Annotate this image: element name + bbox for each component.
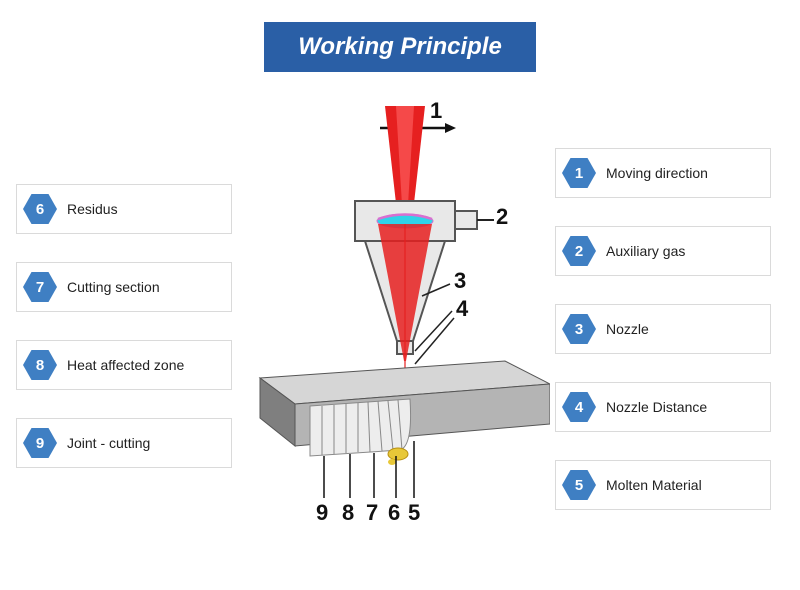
hex-num: 6	[36, 201, 44, 218]
hex-num: 7	[36, 279, 44, 296]
legend-label: Molten Material	[606, 477, 702, 493]
hex-num: 3	[575, 321, 583, 338]
legend-label: Joint - cutting	[67, 435, 150, 451]
hex-num: 1	[575, 165, 583, 182]
legend-label: Nozzle	[606, 321, 649, 337]
hex-badge-9: 9	[23, 428, 57, 458]
num-3: 3	[454, 268, 466, 294]
legend-label: Heat affected zone	[67, 357, 184, 373]
num-6: 6	[388, 500, 400, 526]
hex-num: 8	[36, 357, 44, 374]
legend-item-8: 8 Heat affected zone	[16, 340, 232, 390]
title-banner: Working Principle	[264, 22, 536, 72]
hex-num: 2	[575, 243, 583, 260]
hex-num: 9	[36, 435, 44, 452]
diagram-area: 1 2 3 4 5 6 7 8 9	[250, 106, 550, 536]
num-5: 5	[408, 500, 420, 526]
num-2: 2	[496, 204, 508, 230]
hex-badge-5: 5	[562, 470, 596, 500]
hex-badge-3: 3	[562, 314, 596, 344]
hex-badge-8: 8	[23, 350, 57, 380]
hex-num: 5	[575, 477, 583, 494]
hex-badge-7: 7	[23, 272, 57, 302]
legend-left: 6 Residus 7 Cutting section 8 Heat affec…	[16, 184, 232, 468]
hex-badge-6: 6	[23, 194, 57, 224]
legend-label: Residus	[67, 201, 118, 217]
num-7: 7	[366, 500, 378, 526]
legend-label: Auxiliary gas	[606, 243, 685, 259]
hex-badge-2: 2	[562, 236, 596, 266]
legend-label: Cutting section	[67, 279, 160, 295]
legend-item-7: 7 Cutting section	[16, 262, 232, 312]
laser-cutting-diagram	[250, 106, 550, 536]
legend-right: 1 Moving direction 2 Auxiliary gas 3 Noz…	[555, 148, 771, 510]
hex-badge-4: 4	[562, 392, 596, 422]
legend-item-1: 1 Moving direction	[555, 148, 771, 198]
legend-item-9: 9 Joint - cutting	[16, 418, 232, 468]
num-8: 8	[342, 500, 354, 526]
num-1: 1	[430, 98, 442, 124]
legend-label: Moving direction	[606, 165, 708, 181]
legend-item-4: 4 Nozzle Distance	[555, 382, 771, 432]
legend-item-5: 5 Molten Material	[555, 460, 771, 510]
num-9: 9	[316, 500, 328, 526]
legend-item-2: 2 Auxiliary gas	[555, 226, 771, 276]
num-4: 4	[456, 296, 468, 322]
hex-badge-1: 1	[562, 158, 596, 188]
legend-item-6: 6 Residus	[16, 184, 232, 234]
legend-label: Nozzle Distance	[606, 399, 707, 415]
title-text: Working Principle	[298, 33, 502, 61]
legend-item-3: 3 Nozzle	[555, 304, 771, 354]
hex-num: 4	[575, 399, 583, 416]
